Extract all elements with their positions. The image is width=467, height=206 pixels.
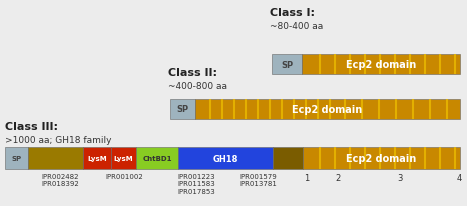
Text: ~400-800 aa: ~400-800 aa (168, 82, 227, 91)
Text: >1000 aa; GH18 family: >1000 aa; GH18 family (5, 135, 112, 144)
Bar (303, 147, 460, 169)
Text: 4: 4 (456, 173, 461, 182)
Text: IPR002482
IPR018392: IPR002482 IPR018392 (41, 173, 79, 187)
Text: 1: 1 (304, 173, 310, 182)
Text: IPR001002: IPR001002 (105, 173, 143, 179)
Text: 2: 2 (335, 173, 340, 182)
Text: Ecp2 domain: Ecp2 domain (346, 60, 416, 70)
Text: LysM: LysM (87, 155, 107, 161)
Bar (273, 147, 303, 169)
Bar (136, 147, 178, 169)
Text: IPR001223
IPR011583
IPR017853: IPR001223 IPR011583 IPR017853 (177, 173, 215, 194)
Text: ~80-400 aa: ~80-400 aa (270, 22, 323, 31)
Bar (170, 99, 195, 119)
Bar (5, 147, 28, 169)
Bar (178, 147, 273, 169)
Text: Ecp2 domain: Ecp2 domain (292, 104, 362, 115)
Text: Class II:: Class II: (168, 68, 217, 78)
Text: Class I:: Class I: (270, 8, 315, 18)
Text: Class III:: Class III: (5, 121, 58, 131)
Text: GH18: GH18 (213, 154, 238, 163)
Bar (83, 147, 111, 169)
Text: Ecp2 domain: Ecp2 domain (347, 153, 417, 163)
Bar (111, 147, 136, 169)
Text: LysM: LysM (113, 155, 133, 161)
Text: 3: 3 (397, 173, 403, 182)
Bar (195, 99, 460, 119)
Text: SP: SP (11, 155, 21, 161)
Text: ChtBD1: ChtBD1 (142, 155, 172, 161)
Bar (302, 55, 460, 75)
Bar (272, 55, 302, 75)
Bar (28, 147, 83, 169)
Text: IPR001579
IPR013781: IPR001579 IPR013781 (239, 173, 277, 187)
Text: SP: SP (281, 60, 293, 69)
Text: SP: SP (177, 105, 189, 114)
